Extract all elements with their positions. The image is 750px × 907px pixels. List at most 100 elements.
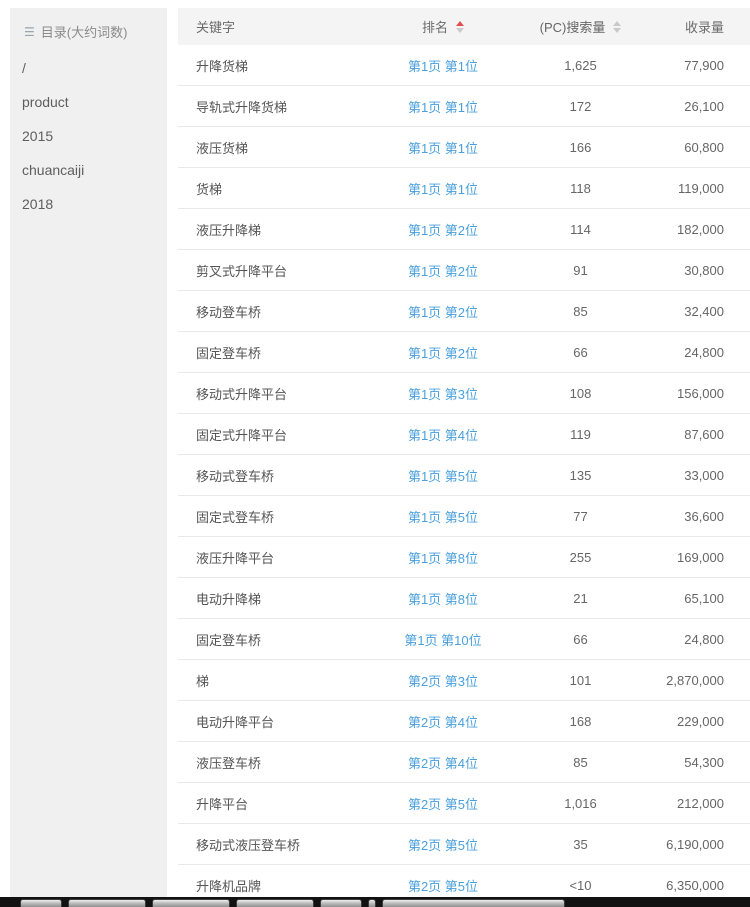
sidebar-item[interactable]: 2018 <box>22 196 54 212</box>
search-volume-cell: 77 <box>573 508 588 524</box>
rank-link[interactable]: 第1页 第8位 <box>407 591 479 607</box>
index-volume-cell: 77,900 <box>684 57 724 73</box>
keyword-cell: 液压升降梯 <box>196 222 262 238</box>
keyword-cell: 液压登车桥 <box>196 755 262 771</box>
rank-sort-control[interactable] <box>456 20 464 33</box>
keyword-cell: 固定登车桥 <box>196 345 262 361</box>
rank-link[interactable]: 第1页 第1位 <box>407 58 479 74</box>
keyword-cell: 液压升降平台 <box>196 550 275 566</box>
keyword-cell: 移动式液压登车桥 <box>196 837 301 853</box>
column-header-rank[interactable]: 排名 <box>368 17 518 36</box>
table-row: 梯 第2页 第3位 101 2,870,000 <box>178 660 750 701</box>
sort-asc-icon[interactable] <box>613 20 622 26</box>
search-volume-cell: 101 <box>569 672 592 688</box>
search-volume-cell: 91 <box>573 262 588 278</box>
rank-link[interactable]: 第1页 第10位 <box>404 632 482 648</box>
rank-link[interactable]: 第1页 第4位 <box>407 427 479 443</box>
table-row: 电动升降平台 第2页 第4位 168 229,000 <box>178 701 750 742</box>
rank-link[interactable]: 第2页 第4位 <box>407 755 479 771</box>
sidebar-item[interactable]: chuancaiji <box>22 162 85 178</box>
taskbar-button[interactable] <box>382 899 565 907</box>
taskbar-button[interactable] <box>20 899 62 907</box>
index-volume-cell: 65,100 <box>684 590 724 606</box>
search-volume-cell: 66 <box>573 631 588 647</box>
index-volume-cell: 24,800 <box>684 631 724 647</box>
search-volume-sort-control[interactable] <box>613 20 622 33</box>
rank-link[interactable]: 第1页 第1位 <box>407 99 479 115</box>
keyword-cell: 电动升降平台 <box>196 714 275 730</box>
sort-asc-icon[interactable] <box>456 20 464 26</box>
table-body: 升降货梯 第1页 第1位 1,625 77,900 导轨式升降货梯 第1页 第1… <box>178 45 750 906</box>
table-row: 固定登车桥 第1页 第2位 66 24,800 <box>178 332 750 373</box>
column-header-search-volume[interactable]: (PC)搜索量 <box>518 17 643 36</box>
taskbar <box>0 897 750 907</box>
rank-link[interactable]: 第2页 第4位 <box>407 714 479 730</box>
keyword-cell: 升降货梯 <box>196 58 249 74</box>
keyword-cell: 移动式登车桥 <box>196 468 275 484</box>
search-volume-cell: 108 <box>569 385 592 401</box>
index-volume-cell: 54,300 <box>684 754 724 770</box>
index-volume-cell: 87,600 <box>684 426 724 442</box>
rank-link[interactable]: 第2页 第5位 <box>407 837 479 853</box>
search-volume-cell: 166 <box>569 139 592 155</box>
table-row: 移动式登车桥 第1页 第5位 135 33,000 <box>178 455 750 496</box>
sort-desc-icon[interactable] <box>456 27 464 33</box>
keyword-cell: 固定式登车桥 <box>196 509 275 525</box>
index-volume-cell: 182,000 <box>677 221 724 237</box>
taskbar-button[interactable] <box>236 899 314 907</box>
keyword-cell: 电动升降梯 <box>196 591 262 607</box>
keyword-table: 关键字 排名 (PC)搜索量 收录量 升降货梯 第1页 第1位 1,625 77… <box>178 8 750 906</box>
keyword-cell: 导轨式升降货梯 <box>196 99 288 115</box>
index-volume-cell: 229,000 <box>677 713 724 729</box>
rank-link[interactable]: 第1页 第2位 <box>407 345 479 361</box>
search-volume-cell: 172 <box>569 98 592 114</box>
index-volume-cell: 24,800 <box>684 344 724 360</box>
keyword-cell: 固定式升降平台 <box>196 427 288 443</box>
index-volume-cell: 169,000 <box>677 549 724 565</box>
table-row: 液压升降平台 第1页 第8位 255 169,000 <box>178 537 750 578</box>
directory-title-label: 目录(大约词数) <box>40 25 128 40</box>
taskbar-button[interactable] <box>68 899 146 907</box>
table-row: 导轨式升降货梯 第1页 第1位 172 26,100 <box>178 86 750 127</box>
sidebar-item[interactable]: 2015 <box>22 128 54 144</box>
search-volume-cell: 1,016 <box>564 795 597 811</box>
taskbar-button[interactable] <box>152 899 230 907</box>
rank-link[interactable]: 第2页 第5位 <box>407 796 479 812</box>
directory-title: ☰ 目录(大约词数) <box>24 22 157 41</box>
taskbar-button[interactable] <box>320 899 362 907</box>
table-row: 剪叉式升降平台 第1页 第2位 91 30,800 <box>178 250 750 291</box>
sidebar-item[interactable]: / <box>22 60 26 76</box>
keyword-cell: 移动登车桥 <box>196 304 262 320</box>
sidebar-item[interactable]: product <box>22 94 69 110</box>
rank-link[interactable]: 第1页 第1位 <box>407 181 479 197</box>
rank-link[interactable]: 第1页 第2位 <box>407 304 479 320</box>
table-row: 货梯 第1页 第1位 118 119,000 <box>178 168 750 209</box>
rank-link[interactable]: 第1页 第5位 <box>407 468 479 484</box>
rank-link[interactable]: 第1页 第5位 <box>407 509 479 525</box>
table-row: 升降平台 第2页 第5位 1,016 212,000 <box>178 783 750 824</box>
search-volume-cell: 168 <box>569 713 592 729</box>
index-volume-cell: 6,190,000 <box>666 836 724 852</box>
search-volume-cell: 114 <box>570 221 591 237</box>
keyword-cell: 货梯 <box>196 181 223 197</box>
index-volume-cell: 119,000 <box>677 180 724 196</box>
rank-link[interactable]: 第1页 第3位 <box>407 386 479 402</box>
taskbar-button[interactable] <box>368 899 376 907</box>
keyword-cell: 剪叉式升降平台 <box>196 263 288 279</box>
table-row: 固定式登车桥 第1页 第5位 77 36,600 <box>178 496 750 537</box>
search-volume-cell: <10 <box>569 877 592 893</box>
rank-link[interactable]: 第1页 第2位 <box>407 263 479 279</box>
rank-link[interactable]: 第2页 第3位 <box>407 673 479 689</box>
keyword-cell: 升降平台 <box>196 796 249 812</box>
index-volume-cell: 30,800 <box>684 262 724 278</box>
table-row: 液压登车桥 第2页 第4位 85 54,300 <box>178 742 750 783</box>
rank-link[interactable]: 第2页 第5位 <box>407 878 479 894</box>
rank-link[interactable]: 第1页 第1位 <box>407 140 479 156</box>
rank-link[interactable]: 第1页 第2位 <box>407 222 479 238</box>
index-volume-cell: 33,000 <box>684 467 724 483</box>
index-volume-cell: 60,800 <box>684 139 724 155</box>
rank-link[interactable]: 第1页 第8位 <box>407 550 479 566</box>
search-volume-cell: 85 <box>573 303 588 319</box>
sort-desc-icon[interactable] <box>613 27 622 33</box>
search-volume-cell: 119 <box>570 426 591 442</box>
